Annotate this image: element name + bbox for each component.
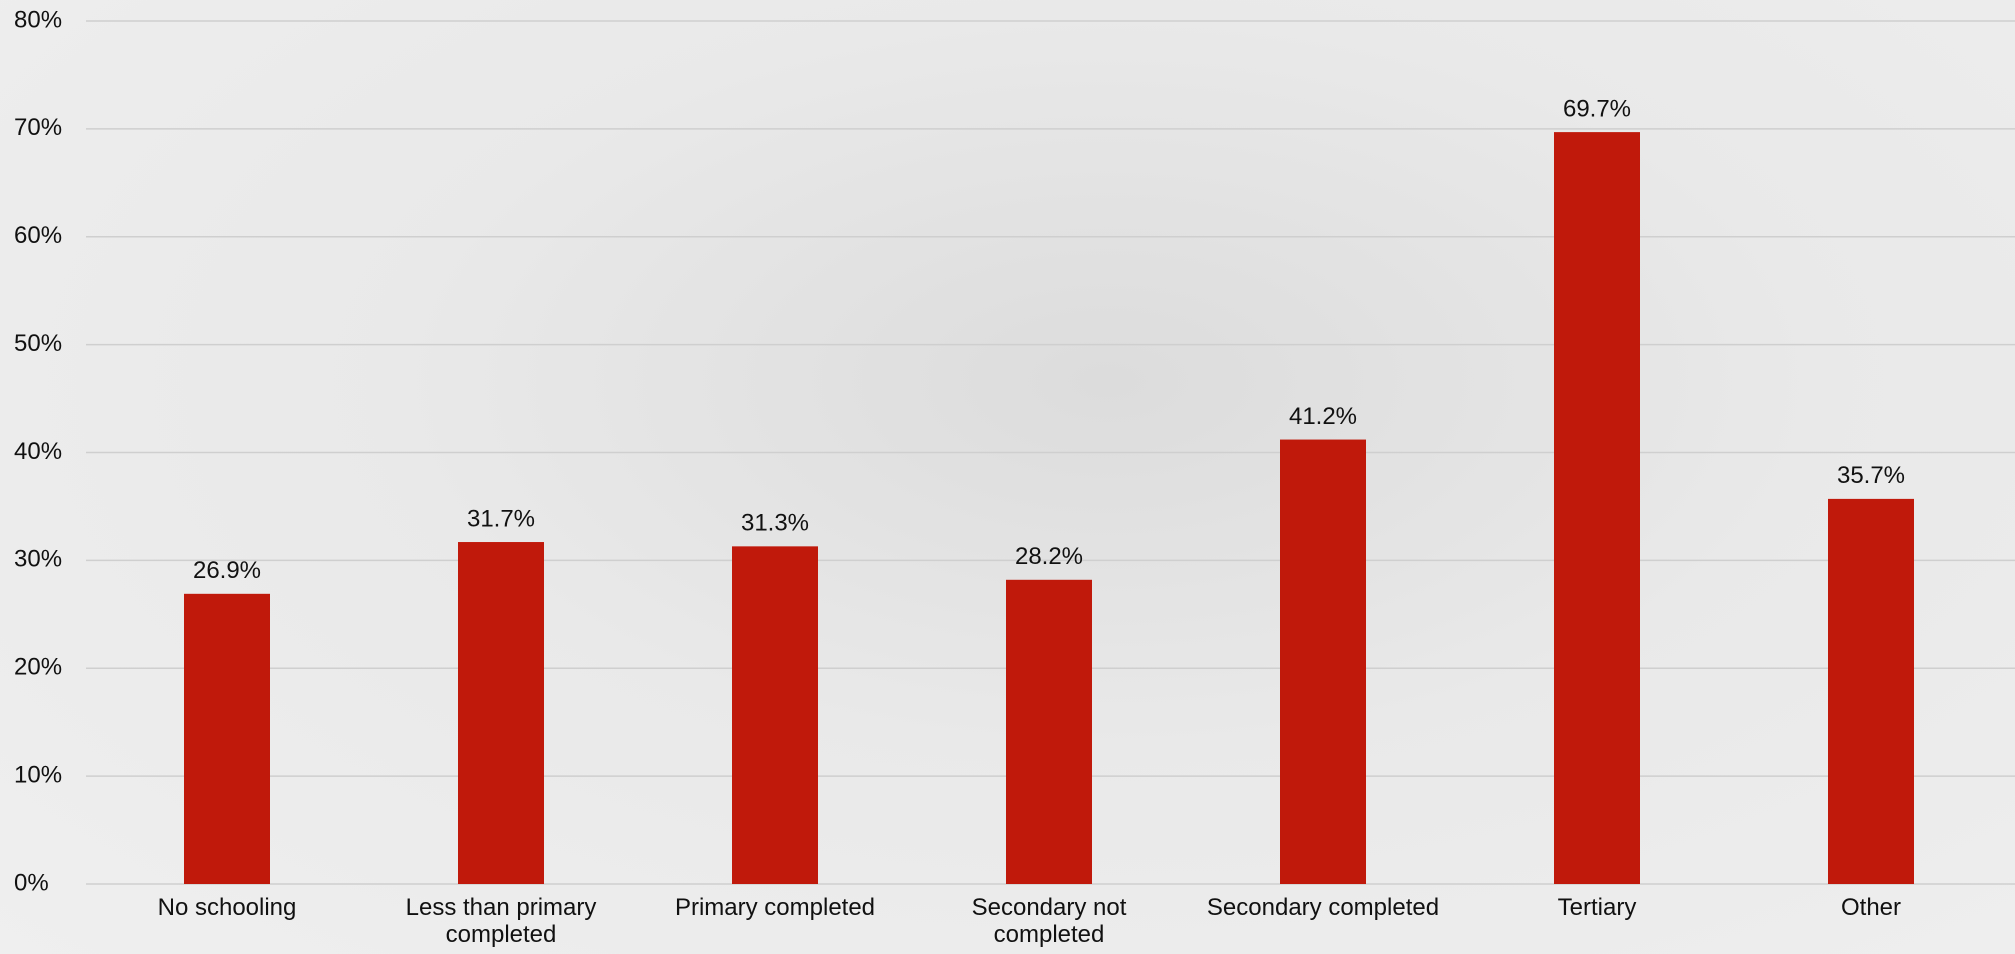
x-tick-label: Other [1746, 894, 1996, 921]
y-tick-label: 10% [14, 761, 62, 788]
value-label: 35.7% [1837, 462, 1905, 489]
y-tick-label: 70% [14, 114, 62, 141]
x-tick-label: Primary completed [650, 894, 900, 921]
bar [732, 546, 818, 884]
bar [1828, 499, 1914, 884]
y-tick-label: 30% [14, 546, 62, 573]
x-tick-label: Secondary completed [1198, 894, 1448, 921]
bar [184, 594, 270, 884]
x-tick-label: Secondary not completed [924, 894, 1174, 948]
chart: 0% 10% 20% 30% 40% 50% 60% 70% 80% 26.9% 31.7% 31.3… [0, 0, 2015, 954]
bar [1554, 132, 1640, 884]
bar [1280, 440, 1366, 884]
y-tick-label: 40% [14, 438, 62, 465]
value-label: 41.2% [1289, 403, 1357, 430]
bar [458, 542, 544, 884]
value-label: 26.9% [193, 557, 261, 584]
page: 0% 10% 20% 30% 40% 50% 60% 70% 80% 26.9% 31.7% 31.3… [0, 0, 2015, 954]
x-tick-label: Less than primary completed [376, 894, 626, 948]
value-label: 28.2% [1015, 543, 1083, 570]
value-label: 69.7% [1563, 95, 1631, 122]
y-tick-label: 20% [14, 654, 62, 681]
value-label: 31.3% [741, 510, 809, 537]
value-label: 31.7% [467, 505, 535, 532]
y-tick-label: 0% [14, 869, 49, 896]
x-tick-label: Tertiary [1472, 894, 1722, 921]
bar [1006, 580, 1092, 884]
y-tick-label: 60% [14, 222, 62, 249]
x-tick-label: No schooling [102, 894, 352, 921]
y-tick-label: 50% [14, 330, 62, 357]
y-tick-label: 80% [14, 6, 62, 33]
